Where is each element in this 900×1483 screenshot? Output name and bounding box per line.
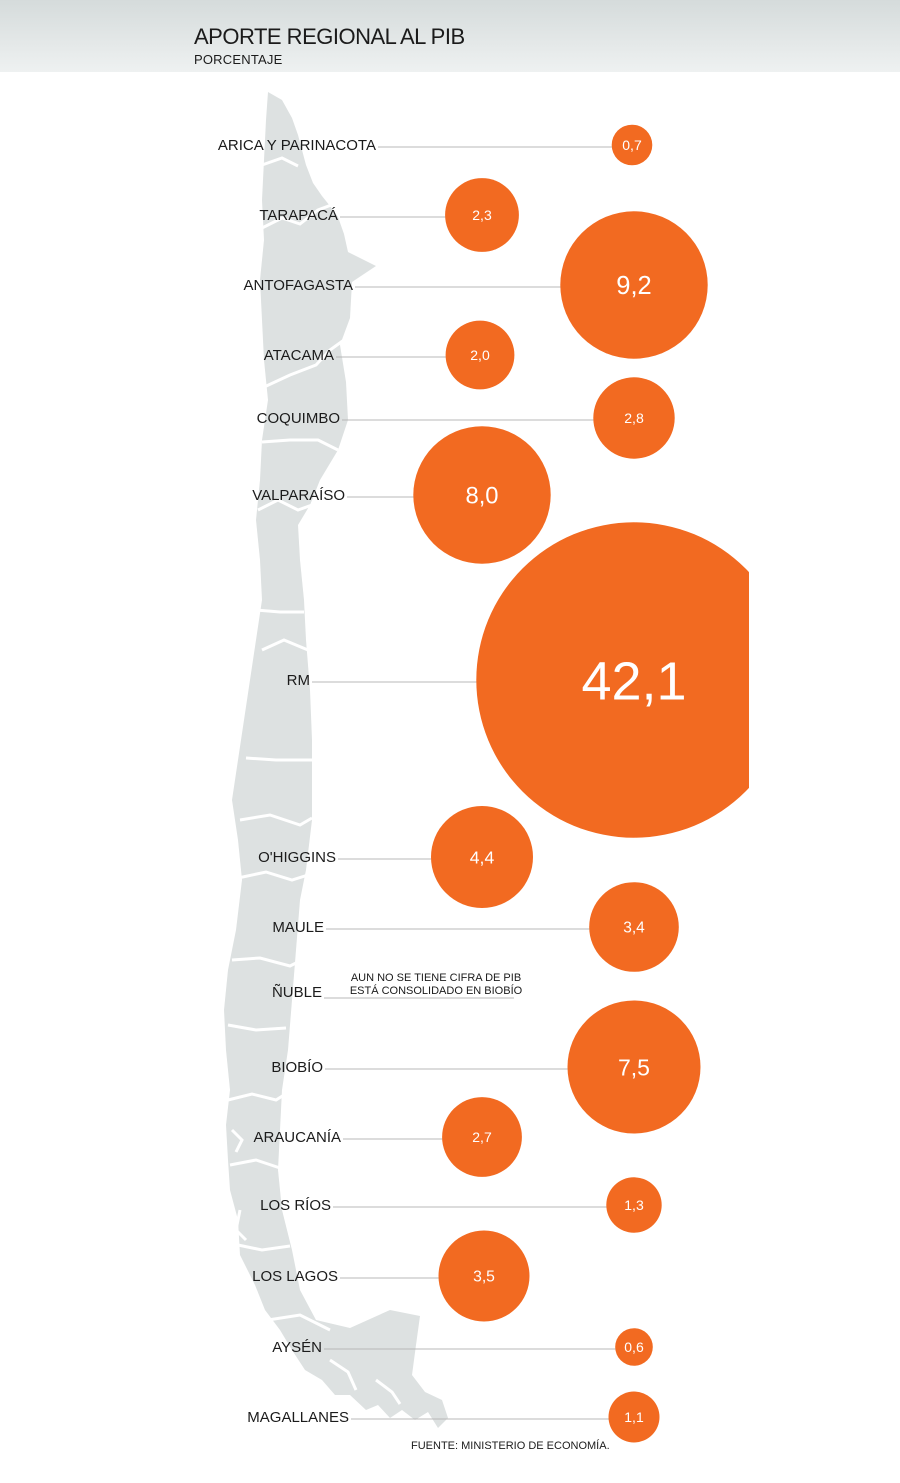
value-label: 3,5 [473,1269,495,1286]
source-note: FUENTE: MINISTERIO DE ECONOMÍA. [411,1440,610,1452]
region-label: ANTOFAGASTA [244,277,353,294]
value-label: 2,0 [470,347,490,363]
value-label: 8,0 [465,483,498,510]
bubble [413,426,551,564]
chart-subtitle: PORCENTAJE [194,52,283,67]
region-label: ATACAMA [264,347,334,364]
bubble [445,320,515,390]
value-labels: 0,7 2,3 9,2 2,0 2,8 8,0 42,1 4,4 3,4 7,5 2,7 1,3 3,5… [465,137,686,1425]
leader-lines [312,146,618,1420]
value-label: 1,1 [624,1409,644,1425]
note-line: ESTÁ CONSOLIDADO EN BIOBÍO [350,984,523,997]
value-label: 4,4 [470,847,495,867]
chart-title: APORTE REGIONAL AL PIB [194,24,465,49]
bubble [593,377,675,459]
region-label: MAGALLANES [247,1409,349,1426]
region-label: TARAPACÁ [259,207,338,224]
bubble [606,1177,662,1233]
region-label: AYSÉN [272,1339,322,1356]
region-label: RM [287,672,310,689]
bubble [445,178,519,252]
bubble [608,1391,660,1443]
value-label: 2,7 [472,1129,492,1145]
value-label: 2,3 [472,207,492,223]
bubble [567,1000,701,1134]
value-label: 1,3 [624,1197,644,1213]
region-label: LOS LAGOS [252,1268,338,1285]
region-label: O'HIGGINS [258,849,336,866]
bubble [476,522,749,838]
region-label: BIOBÍO [271,1059,323,1076]
note-line: AUN NO SE TIENE CIFRA DE PIB [351,972,521,984]
region-label: VALPARAÍSO [252,487,345,504]
value-label: 0,7 [622,137,642,153]
bubbles [413,124,749,1443]
value-label: 9,2 [616,272,651,300]
bubble [442,1097,522,1177]
bubble [589,882,679,972]
value-label: 2,8 [624,410,644,426]
bubble [611,124,653,166]
region-label: ARAUCANÍA [253,1129,341,1146]
bubble [560,211,708,359]
region-label: LOS RÍOS [260,1197,331,1214]
chile-map-silhouette [224,92,448,1428]
bubble [431,806,533,908]
value-label: 7,5 [618,1054,650,1080]
region-borders [227,156,402,1405]
value-label: 3,4 [623,920,645,937]
region-label: COQUIMBO [257,410,340,427]
bubble [438,1230,530,1322]
value-label: 42,1 [581,651,686,711]
region-label: ARICA Y PARINACOTA [218,137,376,154]
region-label: ÑUBLE [272,984,322,1001]
value-label: 0,6 [624,1339,644,1355]
region-label: MAULE [272,919,324,936]
region-labels: ARICA Y PARINACOTA TARAPACÁ ANTOFAGASTA ATA… [218,137,376,1426]
header-band [0,0,900,72]
bubble [615,1328,653,1366]
